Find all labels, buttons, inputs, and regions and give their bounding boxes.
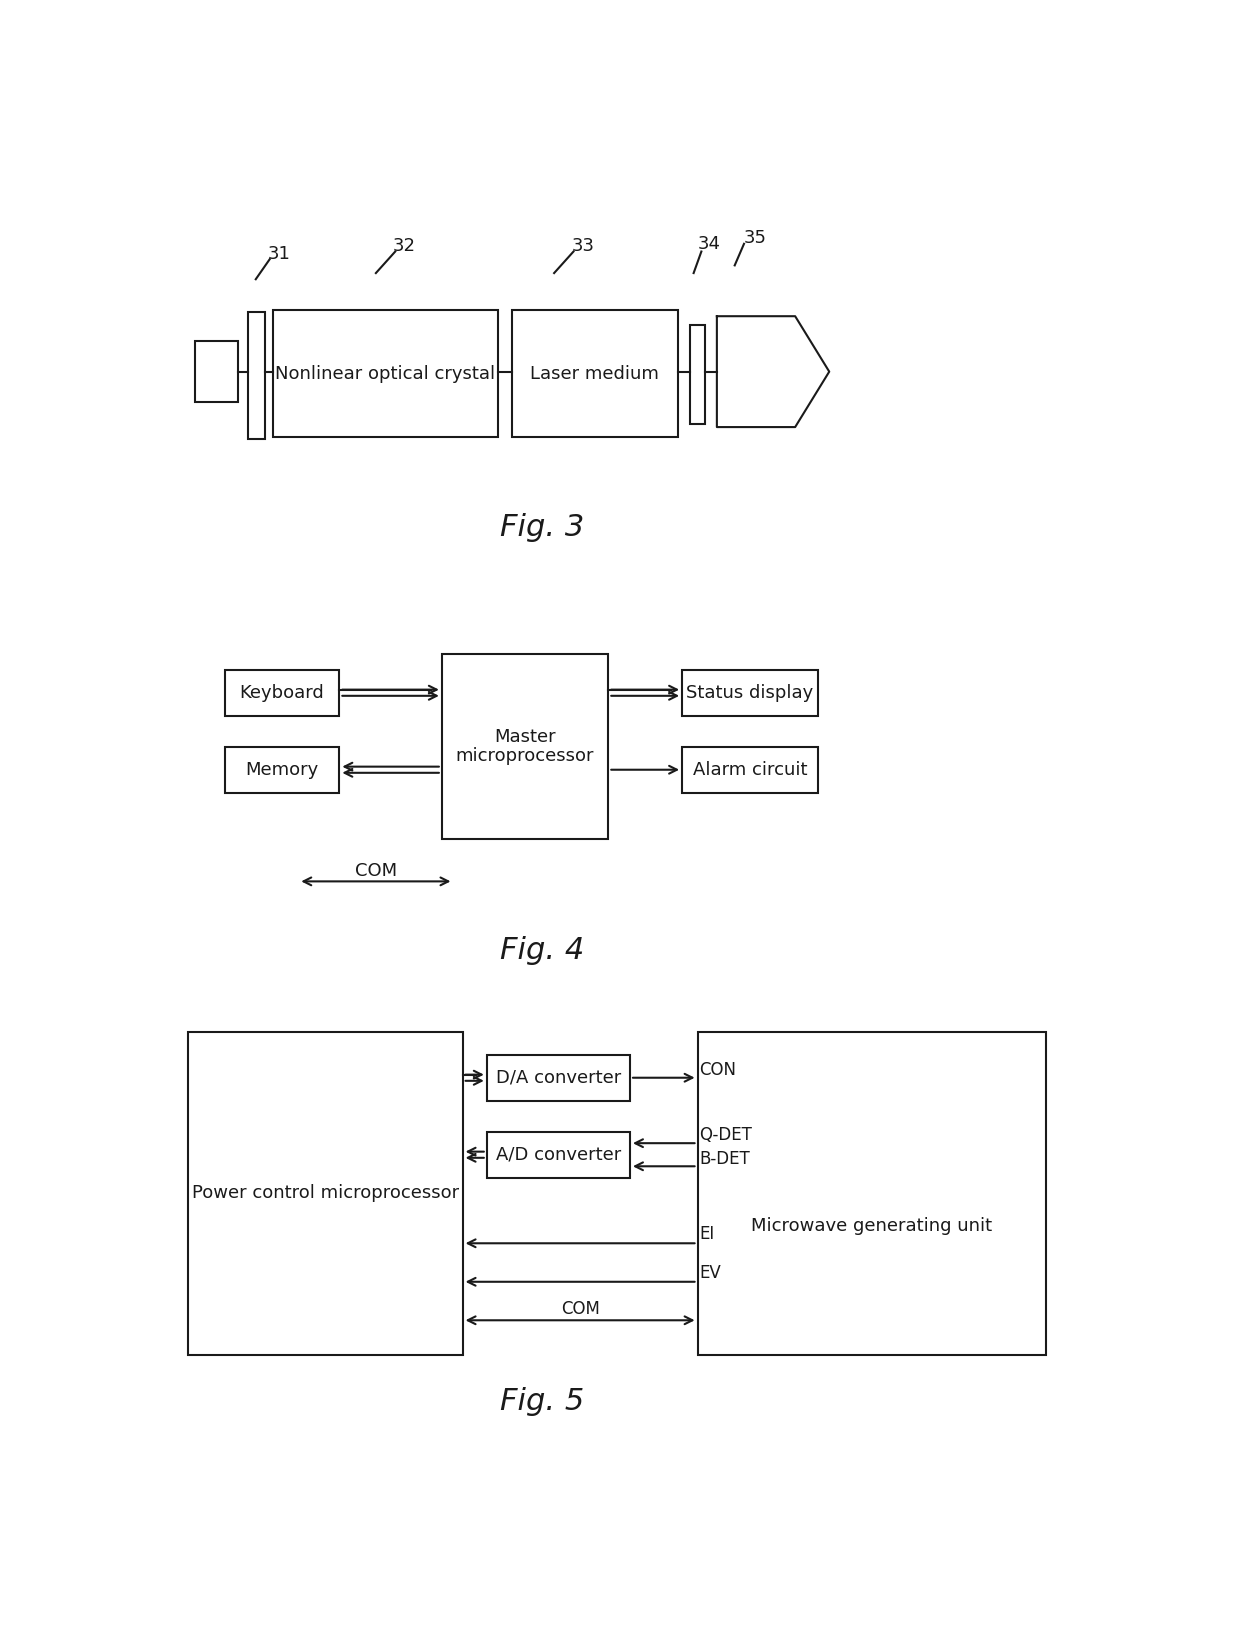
Text: Fig. 4: Fig. 4 [501, 936, 584, 966]
Text: 33: 33 [572, 237, 594, 255]
Text: Alarm circuit: Alarm circuit [693, 761, 807, 779]
Bar [248, 312, 265, 438]
Bar [486, 1132, 630, 1178]
Text: Status display: Status display [686, 683, 813, 701]
Bar [511, 310, 678, 436]
Bar [682, 747, 817, 792]
Text: Laser medium: Laser medium [531, 364, 660, 382]
Bar [697, 1031, 1047, 1355]
Text: EV: EV [699, 1263, 720, 1281]
Text: 31: 31 [268, 245, 290, 263]
Text: A/D converter: A/D converter [496, 1145, 621, 1163]
Text: B-DET: B-DET [699, 1150, 750, 1168]
Text: Keyboard: Keyboard [239, 683, 325, 701]
Text: COM: COM [355, 861, 397, 879]
Text: Master: Master [495, 729, 556, 747]
Text: 32: 32 [393, 237, 417, 255]
Text: Nonlinear optical crystal: Nonlinear optical crystal [275, 364, 495, 382]
Text: Q-DET: Q-DET [699, 1126, 751, 1144]
Bar [273, 310, 497, 436]
Text: CON: CON [699, 1060, 737, 1078]
Bar [682, 670, 817, 716]
Text: D/A converter: D/A converter [496, 1069, 621, 1087]
Bar [224, 670, 340, 716]
Bar [486, 1054, 630, 1101]
Bar [224, 747, 340, 792]
Text: Fig. 3: Fig. 3 [501, 513, 584, 542]
Text: Microwave generating unit: Microwave generating unit [751, 1217, 992, 1235]
Text: Power control microprocessor: Power control microprocessor [191, 1185, 459, 1203]
Text: microprocessor: microprocessor [456, 747, 594, 765]
Bar [187, 1031, 463, 1355]
Text: Memory: Memory [246, 761, 319, 779]
Text: COM: COM [560, 1301, 599, 1319]
Text: Fig. 5: Fig. 5 [501, 1387, 584, 1415]
Bar [689, 325, 706, 423]
Bar [196, 342, 238, 402]
Bar [441, 654, 609, 838]
Text: 34: 34 [698, 235, 720, 253]
Text: EI: EI [699, 1226, 714, 1243]
Text: 35: 35 [744, 229, 768, 247]
